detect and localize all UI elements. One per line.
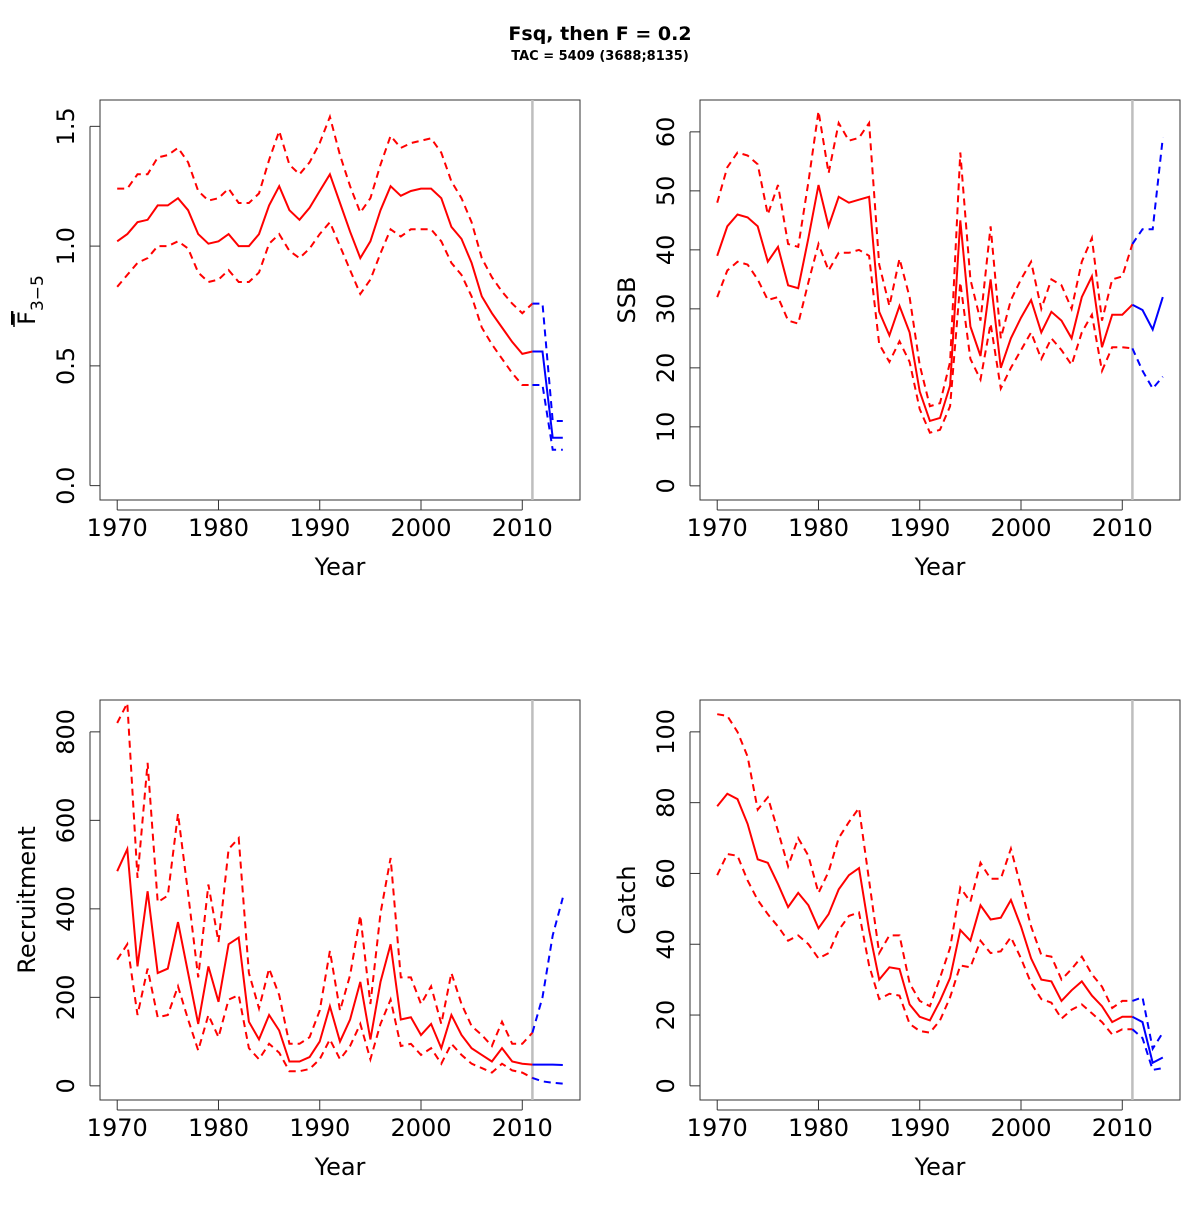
- fbar-y-tick-label: 1.0: [52, 227, 80, 265]
- catch-x-tick-label: 1970: [687, 1114, 748, 1142]
- recruitment-projection-upper-line: [532, 898, 562, 1033]
- catch-y-tick-label: 40: [652, 929, 680, 960]
- catch-y-tick-label: 80: [652, 787, 680, 818]
- fbar-panel: 1970 1980 1990 2000 2010 0.0 0.5 1.0 1.5 Year F3−5: [13, 100, 580, 581]
- ssb-y-tick-label: 50: [652, 176, 680, 207]
- recruitment-x-tick-label: 2010: [492, 1114, 553, 1142]
- recruitment-y-tick-label: 600: [52, 797, 80, 843]
- recruitment-y-tick-label: 200: [52, 974, 80, 1020]
- fbar-y-tick-label: 0.5: [52, 347, 80, 385]
- fbar-x-axis-title: Year: [314, 553, 366, 581]
- fbar-x-tick-label: 2000: [390, 514, 451, 542]
- ssb-y-tick-label: 30: [652, 294, 680, 325]
- recruitment-y-tick-label: 400: [52, 886, 80, 932]
- catch-y-axis-title: Catch: [613, 865, 641, 934]
- catch-historic-lower-line: [717, 854, 1132, 1035]
- catch-x-tick-label: 1990: [889, 1114, 950, 1142]
- ssb-y-tick-label: 40: [652, 235, 680, 266]
- fbar-y-tick-label: 1.5: [52, 107, 80, 145]
- catch-panel: 1970 1980 1990 2000 2010 0 20 40 60 80 100 Year Catc…: [613, 700, 1180, 1181]
- sub-title: TAC = 5409 (3688;8135): [511, 49, 689, 64]
- ssb-y-tick-label: 20: [652, 353, 680, 384]
- ssb-x-tick-label: 2000: [990, 514, 1051, 542]
- ssb-x-axis-title: Year: [914, 553, 966, 581]
- catch-x-tick-label: 2010: [1092, 1114, 1153, 1142]
- ssb-projection-upper-line: [1132, 138, 1162, 244]
- catch-plot-frame: [700, 700, 1180, 1100]
- ssb-y-axis-title: SSB: [613, 277, 641, 324]
- recruitment-historic-upper-line: [117, 703, 532, 1046]
- catch-projection-lower-line: [1132, 1029, 1162, 1070]
- recruitment-x-tick-label: 1980: [188, 1114, 249, 1142]
- fbar-y-axis-title-main: F: [13, 311, 41, 325]
- catch-x-axis-title: Year: [914, 1153, 966, 1181]
- catch-x-tick-label: 1980: [788, 1114, 849, 1142]
- ssb-y-tick-label: 0: [652, 478, 680, 493]
- recruitment-y-tick-label: 0: [52, 1078, 80, 1093]
- fbar-projection-upper-line: [532, 304, 562, 421]
- fbar-historic-upper-line: [117, 117, 532, 313]
- fbar-historic-median-line: [117, 174, 532, 354]
- ssb-projection-median-line: [1132, 297, 1162, 329]
- recruitment-historic-median-line: [117, 849, 532, 1065]
- catch-y-tick-label: 60: [652, 858, 680, 889]
- ssb-panel: 1970 1980 1990 2000 2010 0 10 20 30 40 50 60 Year SSB: [613, 100, 1180, 581]
- fbar-plot-frame: [100, 100, 580, 500]
- fbar-x-tick-label: 2010: [492, 514, 553, 542]
- catch-historic-upper-line: [717, 714, 1132, 1008]
- main-title: Fsq, then F = 0.2: [508, 23, 691, 45]
- ssb-x-tick-label: 1990: [889, 514, 950, 542]
- ssb-x-tick-label: 1970: [687, 514, 748, 542]
- recruitment-y-tick-label: 800: [52, 709, 80, 755]
- catch-x-tick-label: 2000: [990, 1114, 1051, 1142]
- fbar-projection-median-line: [532, 352, 562, 438]
- recruitment-x-tick-label: 2000: [390, 1114, 451, 1142]
- fbar-x-tick-label: 1980: [188, 514, 249, 542]
- catch-y-tick-label: 100: [652, 709, 680, 755]
- ssb-projection-lower-line: [1132, 348, 1162, 388]
- recruitment-x-axis-title: Year: [314, 1153, 366, 1181]
- fbar-historic-lower-line: [117, 222, 532, 385]
- fbar-x-tick-label: 1990: [289, 514, 350, 542]
- fbar-y-axis-title: F3−5: [13, 275, 48, 325]
- catch-y-tick-label: 0: [652, 1078, 680, 1093]
- recruitment-x-tick-label: 1970: [87, 1114, 148, 1142]
- ssb-x-tick-label: 2010: [1092, 514, 1153, 542]
- recruitment-historic-lower-line: [117, 944, 532, 1078]
- fbar-y-tick-label: 0.0: [52, 467, 80, 505]
- recruitment-projection-lower-line: [532, 1078, 562, 1084]
- catch-historic-median-line: [717, 794, 1132, 1022]
- ssb-y-tick-label: 60: [652, 117, 680, 148]
- recruitment-x-tick-label: 1990: [289, 1114, 350, 1142]
- fbar-y-axis-title-sub: 3−5: [28, 275, 48, 311]
- catch-y-tick-label: 20: [652, 1000, 680, 1031]
- ssb-y-tick-label: 10: [652, 412, 680, 443]
- recruitment-panel: 1970 1980 1990 2000 2010 0 200 400 600 800 Year Rec…: [13, 700, 580, 1181]
- recruitment-y-axis-title: Recruitment: [13, 826, 41, 973]
- fbar-x-tick-label: 1970: [87, 514, 148, 542]
- ssb-x-tick-label: 1980: [788, 514, 849, 542]
